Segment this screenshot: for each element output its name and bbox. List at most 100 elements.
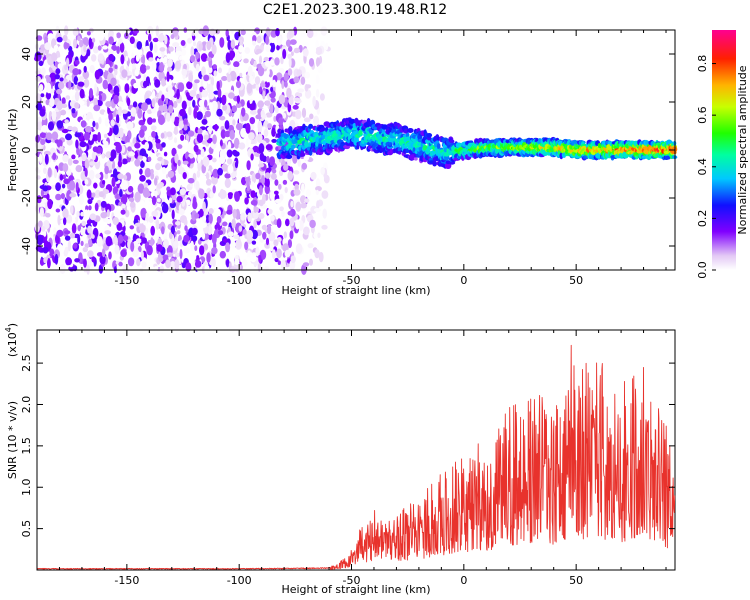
noise-cell bbox=[72, 218, 76, 223]
noise-cell bbox=[320, 26, 328, 36]
noise-cell bbox=[87, 225, 92, 234]
noise-cell bbox=[266, 68, 270, 76]
noise-cell bbox=[68, 80, 72, 90]
noise-cell bbox=[87, 250, 94, 258]
noise-cell bbox=[115, 143, 122, 154]
noise-cell bbox=[251, 172, 257, 184]
noise-cell bbox=[74, 132, 82, 138]
noise-cell bbox=[255, 207, 259, 213]
noise-cell bbox=[120, 194, 128, 205]
noise-cell bbox=[40, 139, 46, 145]
noise-cell bbox=[214, 123, 218, 132]
noise-cell bbox=[254, 76, 261, 85]
noise-cell bbox=[258, 143, 265, 154]
noise-cell bbox=[134, 158, 141, 167]
noise-cell bbox=[174, 259, 180, 270]
noise-cell bbox=[51, 110, 57, 122]
noise-cell bbox=[88, 169, 95, 180]
noise-cell bbox=[315, 57, 321, 68]
spectrogram-axes: -150 -100 -50 0 50 -40 -20 0 20 40 bbox=[20, 30, 675, 287]
noise-cell bbox=[200, 148, 205, 158]
noise-cell bbox=[316, 200, 320, 210]
noise-cell bbox=[101, 248, 106, 258]
noise-cell bbox=[194, 79, 200, 84]
noise-cell bbox=[65, 57, 70, 68]
noise-cell bbox=[263, 176, 270, 187]
noise-cell bbox=[270, 215, 275, 222]
noise-cell bbox=[137, 245, 142, 253]
noise-cell bbox=[121, 109, 128, 114]
noise-cell bbox=[56, 36, 63, 43]
noise-cell bbox=[143, 182, 149, 188]
noise-cell bbox=[270, 86, 274, 92]
noise-cell bbox=[184, 225, 188, 232]
snr-plot: -150 -100 -50 0 50 0.5 1.0 1.5 2.0 2.5 Height of … bbox=[4, 323, 676, 596]
noise-cell bbox=[300, 76, 306, 86]
noise-cell bbox=[73, 38, 77, 49]
noise-cell bbox=[106, 209, 111, 218]
noise-cell bbox=[315, 88, 320, 98]
noise-cell bbox=[93, 104, 101, 112]
noise-cell bbox=[194, 105, 199, 112]
noise-cell bbox=[80, 240, 84, 246]
signal-cell bbox=[397, 147, 402, 152]
noise-cell bbox=[57, 62, 63, 70]
noise-cell bbox=[295, 243, 303, 255]
noise-cell bbox=[55, 208, 61, 213]
noise-cell bbox=[75, 182, 79, 191]
noise-cell bbox=[83, 258, 87, 268]
noise-cell bbox=[113, 124, 119, 136]
noise-cell bbox=[101, 152, 105, 159]
noise-cell bbox=[168, 231, 173, 240]
noise-cell bbox=[312, 95, 316, 107]
noise-cell bbox=[102, 45, 108, 50]
noise-cell bbox=[69, 232, 76, 239]
noise-cell bbox=[171, 112, 175, 123]
noise-cell bbox=[140, 199, 145, 207]
noise-cell bbox=[212, 134, 217, 145]
noise-cell bbox=[171, 209, 175, 220]
signal-cell bbox=[358, 130, 363, 136]
noise-cell bbox=[188, 106, 192, 116]
noise-cell bbox=[262, 90, 266, 100]
noise-cell bbox=[194, 213, 200, 219]
noise-cell bbox=[122, 235, 129, 241]
noise-cell bbox=[53, 168, 58, 179]
noise-cell bbox=[222, 104, 228, 111]
noise-cell bbox=[144, 111, 148, 120]
noise-cell bbox=[239, 72, 243, 78]
noise-cell bbox=[266, 155, 270, 164]
noise-cell bbox=[41, 125, 48, 133]
noise-cell bbox=[49, 248, 55, 256]
noise-cell bbox=[88, 205, 92, 211]
noise-cell bbox=[179, 129, 184, 135]
noise-cell bbox=[278, 68, 285, 73]
noise-cell bbox=[84, 179, 89, 185]
noise-cell bbox=[170, 34, 175, 40]
noise-cell bbox=[221, 163, 229, 172]
noise-cell bbox=[165, 112, 171, 122]
noise-cell bbox=[56, 229, 64, 237]
noise-cell bbox=[225, 52, 231, 63]
noise-cell bbox=[198, 43, 203, 51]
noise-cell bbox=[227, 164, 234, 174]
noise-cell bbox=[183, 234, 190, 243]
noise-cell bbox=[66, 189, 72, 201]
noise-cell bbox=[167, 58, 173, 68]
signal-cell bbox=[426, 133, 433, 138]
noise-cell bbox=[313, 232, 318, 239]
noise-cell bbox=[59, 77, 64, 82]
noise-cell bbox=[271, 138, 277, 143]
noise-cell bbox=[62, 34, 68, 42]
noise-cell bbox=[43, 257, 48, 264]
noise-cell bbox=[79, 194, 84, 206]
noise-cell bbox=[70, 205, 74, 215]
noise-cell bbox=[139, 63, 147, 74]
noise-cell bbox=[147, 156, 152, 162]
signal-cell bbox=[432, 160, 437, 167]
noise-cell bbox=[264, 100, 271, 106]
noise-cell bbox=[282, 243, 289, 253]
noise-cell bbox=[169, 261, 176, 270]
noise-cell bbox=[53, 44, 59, 50]
noise-cell bbox=[41, 197, 48, 203]
